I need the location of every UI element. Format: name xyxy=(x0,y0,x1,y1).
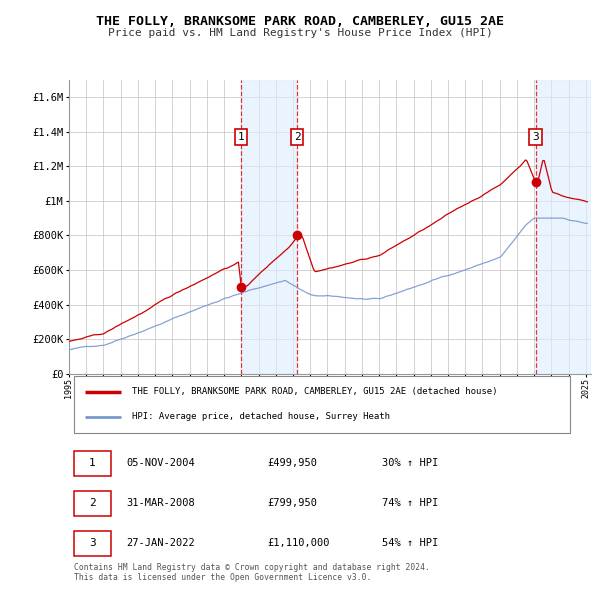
Text: 31-MAR-2008: 31-MAR-2008 xyxy=(127,498,195,508)
Text: 1: 1 xyxy=(238,132,245,142)
Text: 1: 1 xyxy=(89,458,96,468)
Bar xyxy=(536,80,591,374)
Text: 27-JAN-2022: 27-JAN-2022 xyxy=(127,538,195,548)
Text: THE FOLLY, BRANKSOME PARK ROAD, CAMBERLEY, GU15 2AE (detached house): THE FOLLY, BRANKSOME PARK ROAD, CAMBERLE… xyxy=(131,388,497,396)
Text: 54% ↑ HPI: 54% ↑ HPI xyxy=(382,538,439,548)
Text: THE FOLLY, BRANKSOME PARK ROAD, CAMBERLEY, GU15 2AE: THE FOLLY, BRANKSOME PARK ROAD, CAMBERLE… xyxy=(96,15,504,28)
Bar xyxy=(241,80,297,374)
Text: 3: 3 xyxy=(89,538,96,548)
FancyBboxPatch shape xyxy=(74,490,111,516)
Text: 05-NOV-2004: 05-NOV-2004 xyxy=(127,458,195,468)
Text: 2: 2 xyxy=(89,498,96,508)
Text: £1,110,000: £1,110,000 xyxy=(268,538,330,548)
Text: £499,950: £499,950 xyxy=(268,458,317,468)
FancyBboxPatch shape xyxy=(74,530,111,556)
Text: Price paid vs. HM Land Registry's House Price Index (HPI): Price paid vs. HM Land Registry's House … xyxy=(107,28,493,38)
Text: 74% ↑ HPI: 74% ↑ HPI xyxy=(382,498,439,508)
Text: £799,950: £799,950 xyxy=(268,498,317,508)
FancyBboxPatch shape xyxy=(74,451,111,476)
Text: HPI: Average price, detached house, Surrey Heath: HPI: Average price, detached house, Surr… xyxy=(131,412,389,421)
Text: 30% ↑ HPI: 30% ↑ HPI xyxy=(382,458,439,468)
Text: 3: 3 xyxy=(532,132,539,142)
Text: 2: 2 xyxy=(294,132,301,142)
FancyBboxPatch shape xyxy=(74,376,570,433)
Text: Contains HM Land Registry data © Crown copyright and database right 2024.
This d: Contains HM Land Registry data © Crown c… xyxy=(74,563,430,582)
